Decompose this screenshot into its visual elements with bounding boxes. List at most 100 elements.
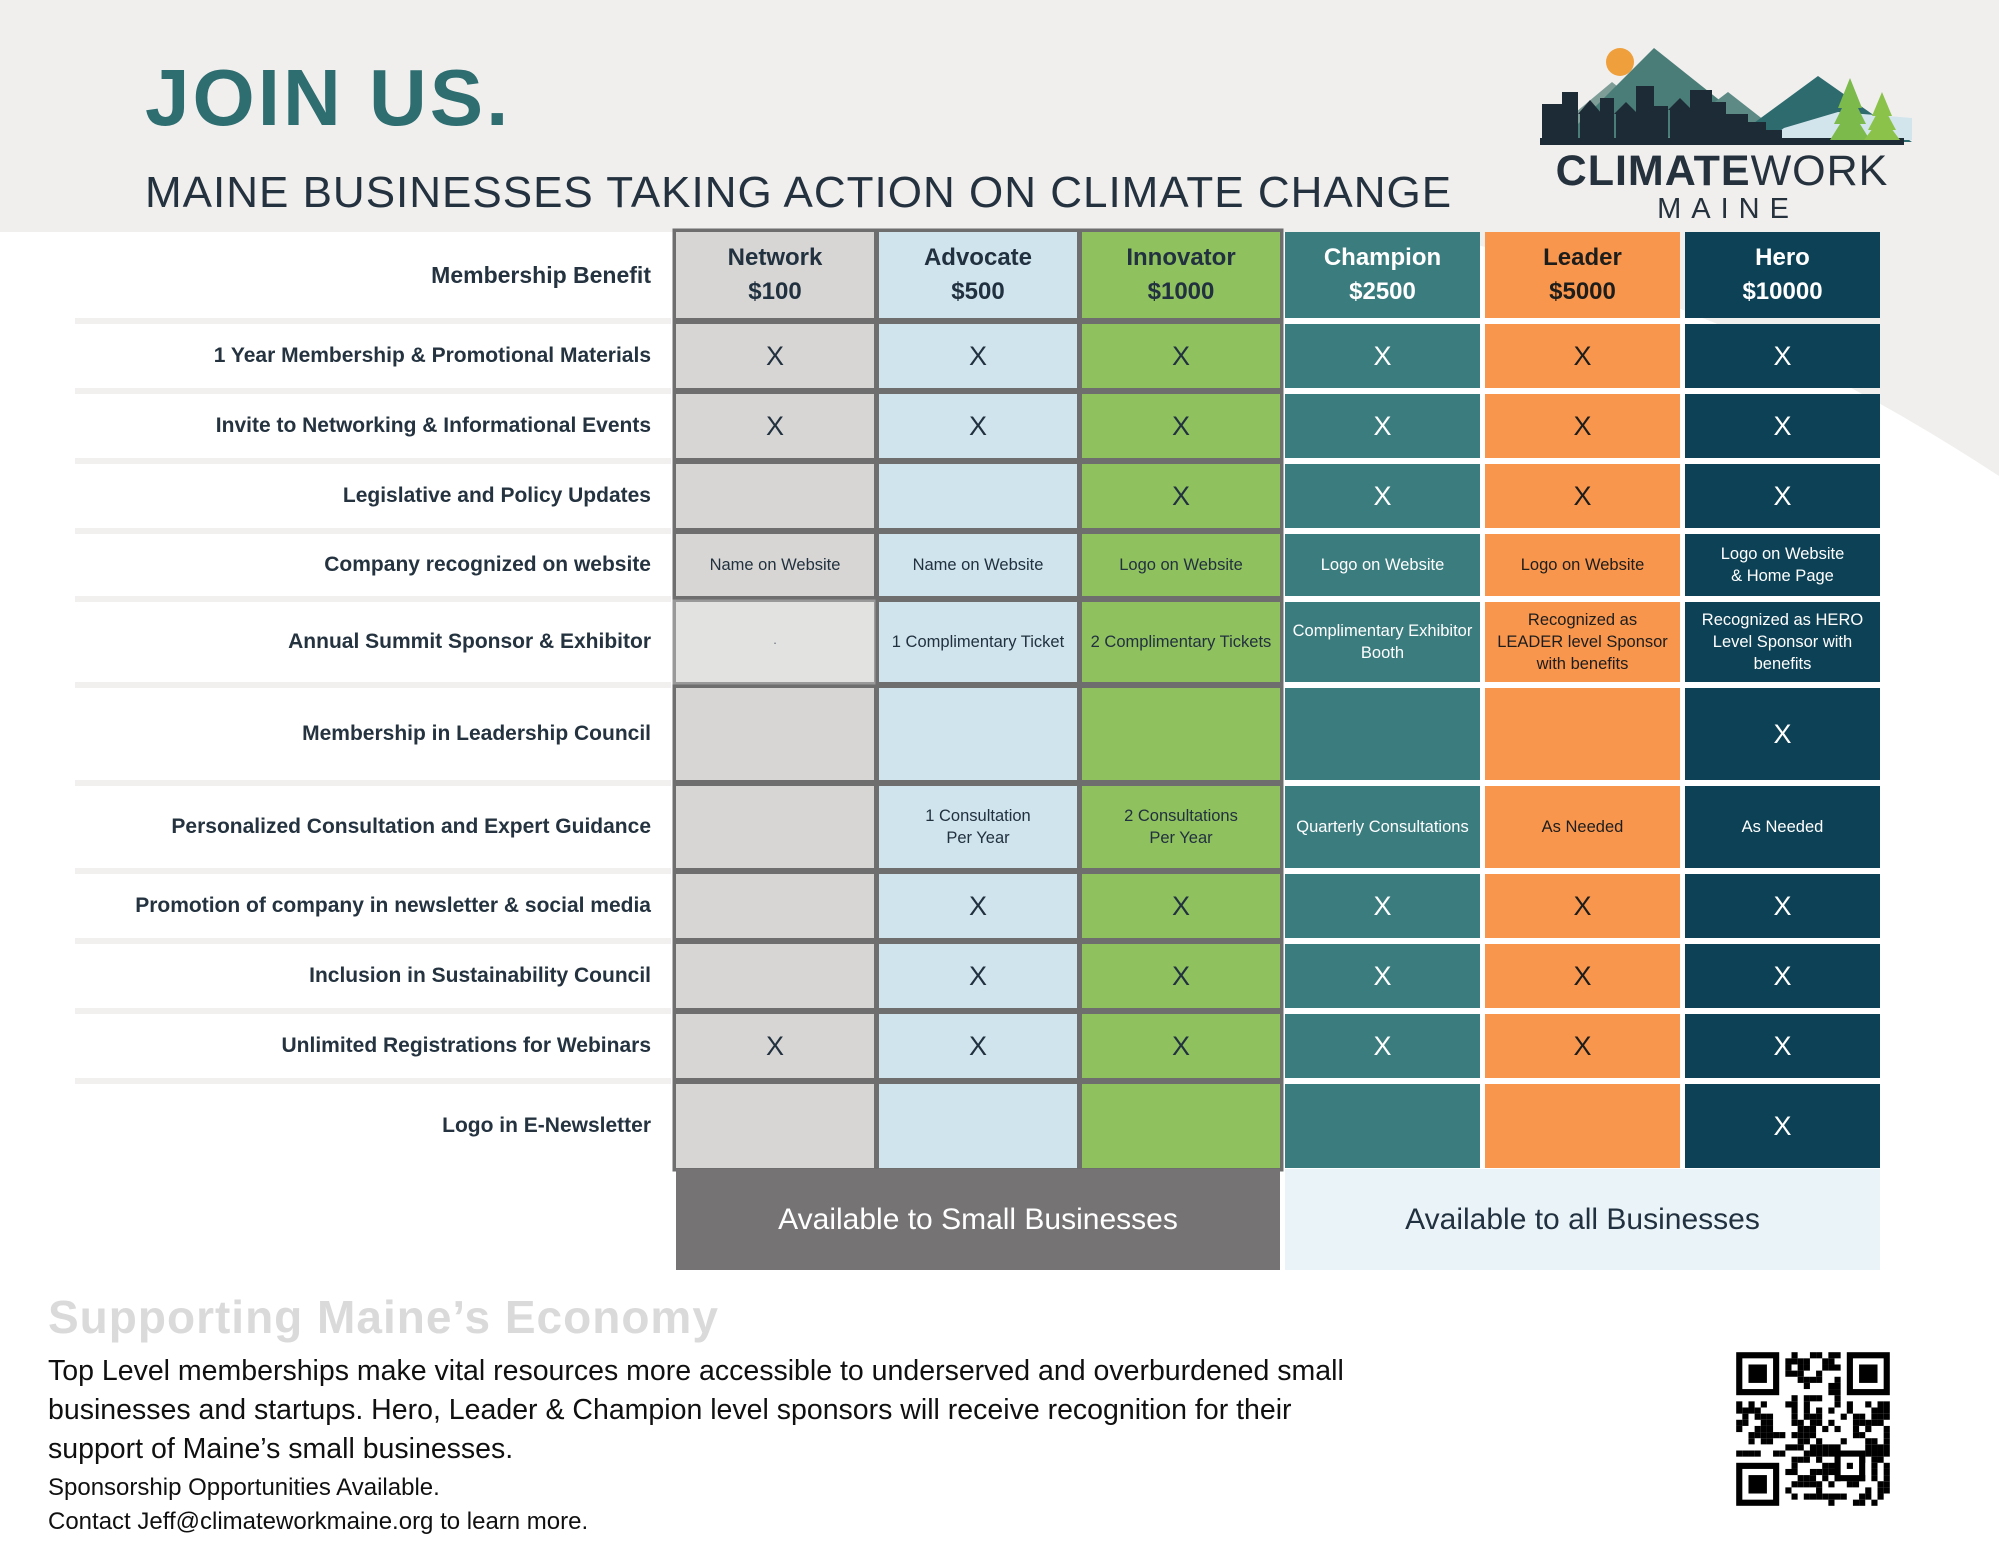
cell-network-row8	[676, 874, 874, 938]
cell-network-row5: ·	[676, 602, 874, 682]
cell-innovator-row4: Logo on Website	[1082, 534, 1280, 596]
benefit-label: Invite to Networking & Informational Eve…	[75, 394, 671, 458]
cell-advocate-row6	[879, 688, 1077, 780]
cell-champion-row4: Logo on Website	[1285, 534, 1480, 596]
qr-code	[1728, 1344, 1898, 1514]
cell-advocate-row10: X	[879, 1014, 1077, 1078]
footer-small-businesses: Available to Small Businesses	[676, 1169, 1280, 1270]
cell-champion-row2: X	[1285, 394, 1480, 458]
cell-hero-row8: X	[1685, 874, 1880, 938]
cell-innovator-row2: X	[1082, 394, 1280, 458]
climatework-maine-logo: CLIMATEWORK MAINE	[1540, 48, 1912, 222]
cell-leader-row5: Recognized as LEADER level Sponsor with …	[1485, 602, 1680, 682]
benefit-label: Personalized Consultation and Expert Gui…	[75, 786, 671, 868]
bottom-heading: Supporting Maine’s Economy	[48, 1291, 719, 1343]
cell-hero-row7: As Needed	[1685, 786, 1880, 868]
cell-innovator-row7: 2 Consultations Per Year	[1082, 786, 1280, 868]
benefit-label: Membership in Leadership Council	[75, 688, 671, 780]
cell-champion-row7: Quarterly Consultations	[1285, 786, 1480, 868]
membership-benefits-table: Membership Benefit Network $100 Advocate $50…	[75, 232, 1880, 1270]
cell-advocate-row2: X	[879, 394, 1077, 458]
cell-advocate-row7: 1 Consultation Per Year	[879, 786, 1077, 868]
logo-wordmark: CLIMATEWORK	[1556, 147, 1889, 195]
cell-hero-row3: X	[1685, 464, 1880, 528]
cell-innovator-row11	[1082, 1084, 1280, 1168]
benefit-label: Promotion of company in newsletter & soc…	[75, 874, 671, 938]
benefit-label: Inclusion in Sustainability Council	[75, 944, 671, 1008]
tier-header-advocate: Advocate $500	[879, 232, 1077, 318]
cell-network-row6	[676, 688, 874, 780]
cell-innovator-row3: X	[1082, 464, 1280, 528]
cell-leader-row11	[1485, 1084, 1680, 1168]
cell-champion-row8: X	[1285, 874, 1480, 938]
cell-champion-row3: X	[1285, 464, 1480, 528]
tier-header-champion: Champion $2500	[1285, 232, 1480, 318]
tier-header-innovator: Innovator $1000	[1082, 232, 1280, 318]
tier-header-network: Network $100	[676, 232, 874, 318]
cell-advocate-row3	[879, 464, 1077, 528]
cell-hero-row10: X	[1685, 1014, 1880, 1078]
cell-champion-row1: X	[1285, 324, 1480, 388]
footer-all-businesses: Available to all Businesses	[1285, 1169, 1880, 1270]
cell-leader-row9: X	[1485, 944, 1680, 1008]
cell-leader-row7: As Needed	[1485, 786, 1680, 868]
cell-champion-row5: Complimentary Exhibitor Booth	[1285, 602, 1480, 682]
cell-hero-row5: Recognized as HERO Level Sponsor with be…	[1685, 602, 1880, 682]
benefit-label: Unlimited Registrations for Webinars	[75, 1014, 671, 1078]
cell-advocate-row9: X	[879, 944, 1077, 1008]
bottom-paragraph: Top Level memberships make vital resourc…	[48, 1355, 1344, 1466]
cell-hero-row2: X	[1685, 394, 1880, 458]
cell-advocate-row5: 1 Complimentary Ticket	[879, 602, 1077, 682]
benefit-label: Annual Summit Sponsor & Exhibitor	[75, 602, 671, 682]
cell-hero-row1: X	[1685, 324, 1880, 388]
cell-leader-row4: Logo on Website	[1485, 534, 1680, 596]
benefit-label: Company recognized on website	[75, 534, 671, 596]
membership-benefit-header: Membership Benefit	[75, 232, 671, 318]
cell-network-row11	[676, 1084, 874, 1168]
cell-network-row10: X	[676, 1014, 874, 1078]
cell-leader-row1: X	[1485, 324, 1680, 388]
cell-hero-row9: X	[1685, 944, 1880, 1008]
city-skyline	[1540, 86, 1904, 145]
cell-innovator-row9: X	[1082, 944, 1280, 1008]
cell-champion-row11	[1285, 1084, 1480, 1168]
contact-line: Contact Jeff@climateworkmaine.org to lea…	[48, 1508, 589, 1535]
cell-leader-row6	[1485, 688, 1680, 780]
cell-innovator-row10: X	[1082, 1014, 1280, 1078]
cell-leader-row2: X	[1485, 394, 1680, 458]
cell-champion-row9: X	[1285, 944, 1480, 1008]
cell-champion-row10: X	[1285, 1014, 1480, 1078]
cell-innovator-row5: 2 Complimentary Tickets	[1082, 602, 1280, 682]
logo-wordmark-maine: MAINE	[1657, 193, 1799, 222]
cell-advocate-row8: X	[879, 874, 1077, 938]
cell-network-row9	[676, 944, 874, 1008]
sun-icon	[1606, 48, 1634, 76]
cell-champion-row6	[1285, 688, 1480, 780]
cell-innovator-row1: X	[1082, 324, 1280, 388]
cell-hero-row11: X	[1685, 1084, 1880, 1168]
pine-trees	[1830, 78, 1900, 140]
cell-network-row2: X	[676, 394, 874, 458]
benefit-label: Logo in E-Newsletter	[75, 1084, 671, 1168]
cell-advocate-row1: X	[879, 324, 1077, 388]
cell-advocate-row11	[879, 1084, 1077, 1168]
cell-hero-row6: X	[1685, 688, 1880, 780]
cell-network-row7	[676, 786, 874, 868]
page-subtitle: MAINE BUSINESSES TAKING ACTION ON CLIMAT…	[145, 168, 1453, 217]
cell-leader-row10: X	[1485, 1014, 1680, 1078]
cell-leader-row3: X	[1485, 464, 1680, 528]
cell-innovator-row8: X	[1082, 874, 1280, 938]
cell-leader-row8: X	[1485, 874, 1680, 938]
cell-advocate-row4: Name on Website	[879, 534, 1077, 596]
benefit-label: Legislative and Policy Updates	[75, 464, 671, 528]
cell-hero-row4: Logo on Website & Home Page	[1685, 534, 1880, 596]
cell-network-row1: X	[676, 324, 874, 388]
cell-innovator-row6	[1082, 688, 1280, 780]
page-title: JOIN US.	[145, 53, 512, 142]
sponsorship-line: Sponsorship Opportunities Available.	[48, 1474, 440, 1501]
tier-header-leader: Leader $5000	[1485, 232, 1680, 318]
tier-header-hero: Hero $10000	[1685, 232, 1880, 318]
cell-network-row4: Name on Website	[676, 534, 874, 596]
benefit-label: 1 Year Membership & Promotional Material…	[75, 324, 671, 388]
